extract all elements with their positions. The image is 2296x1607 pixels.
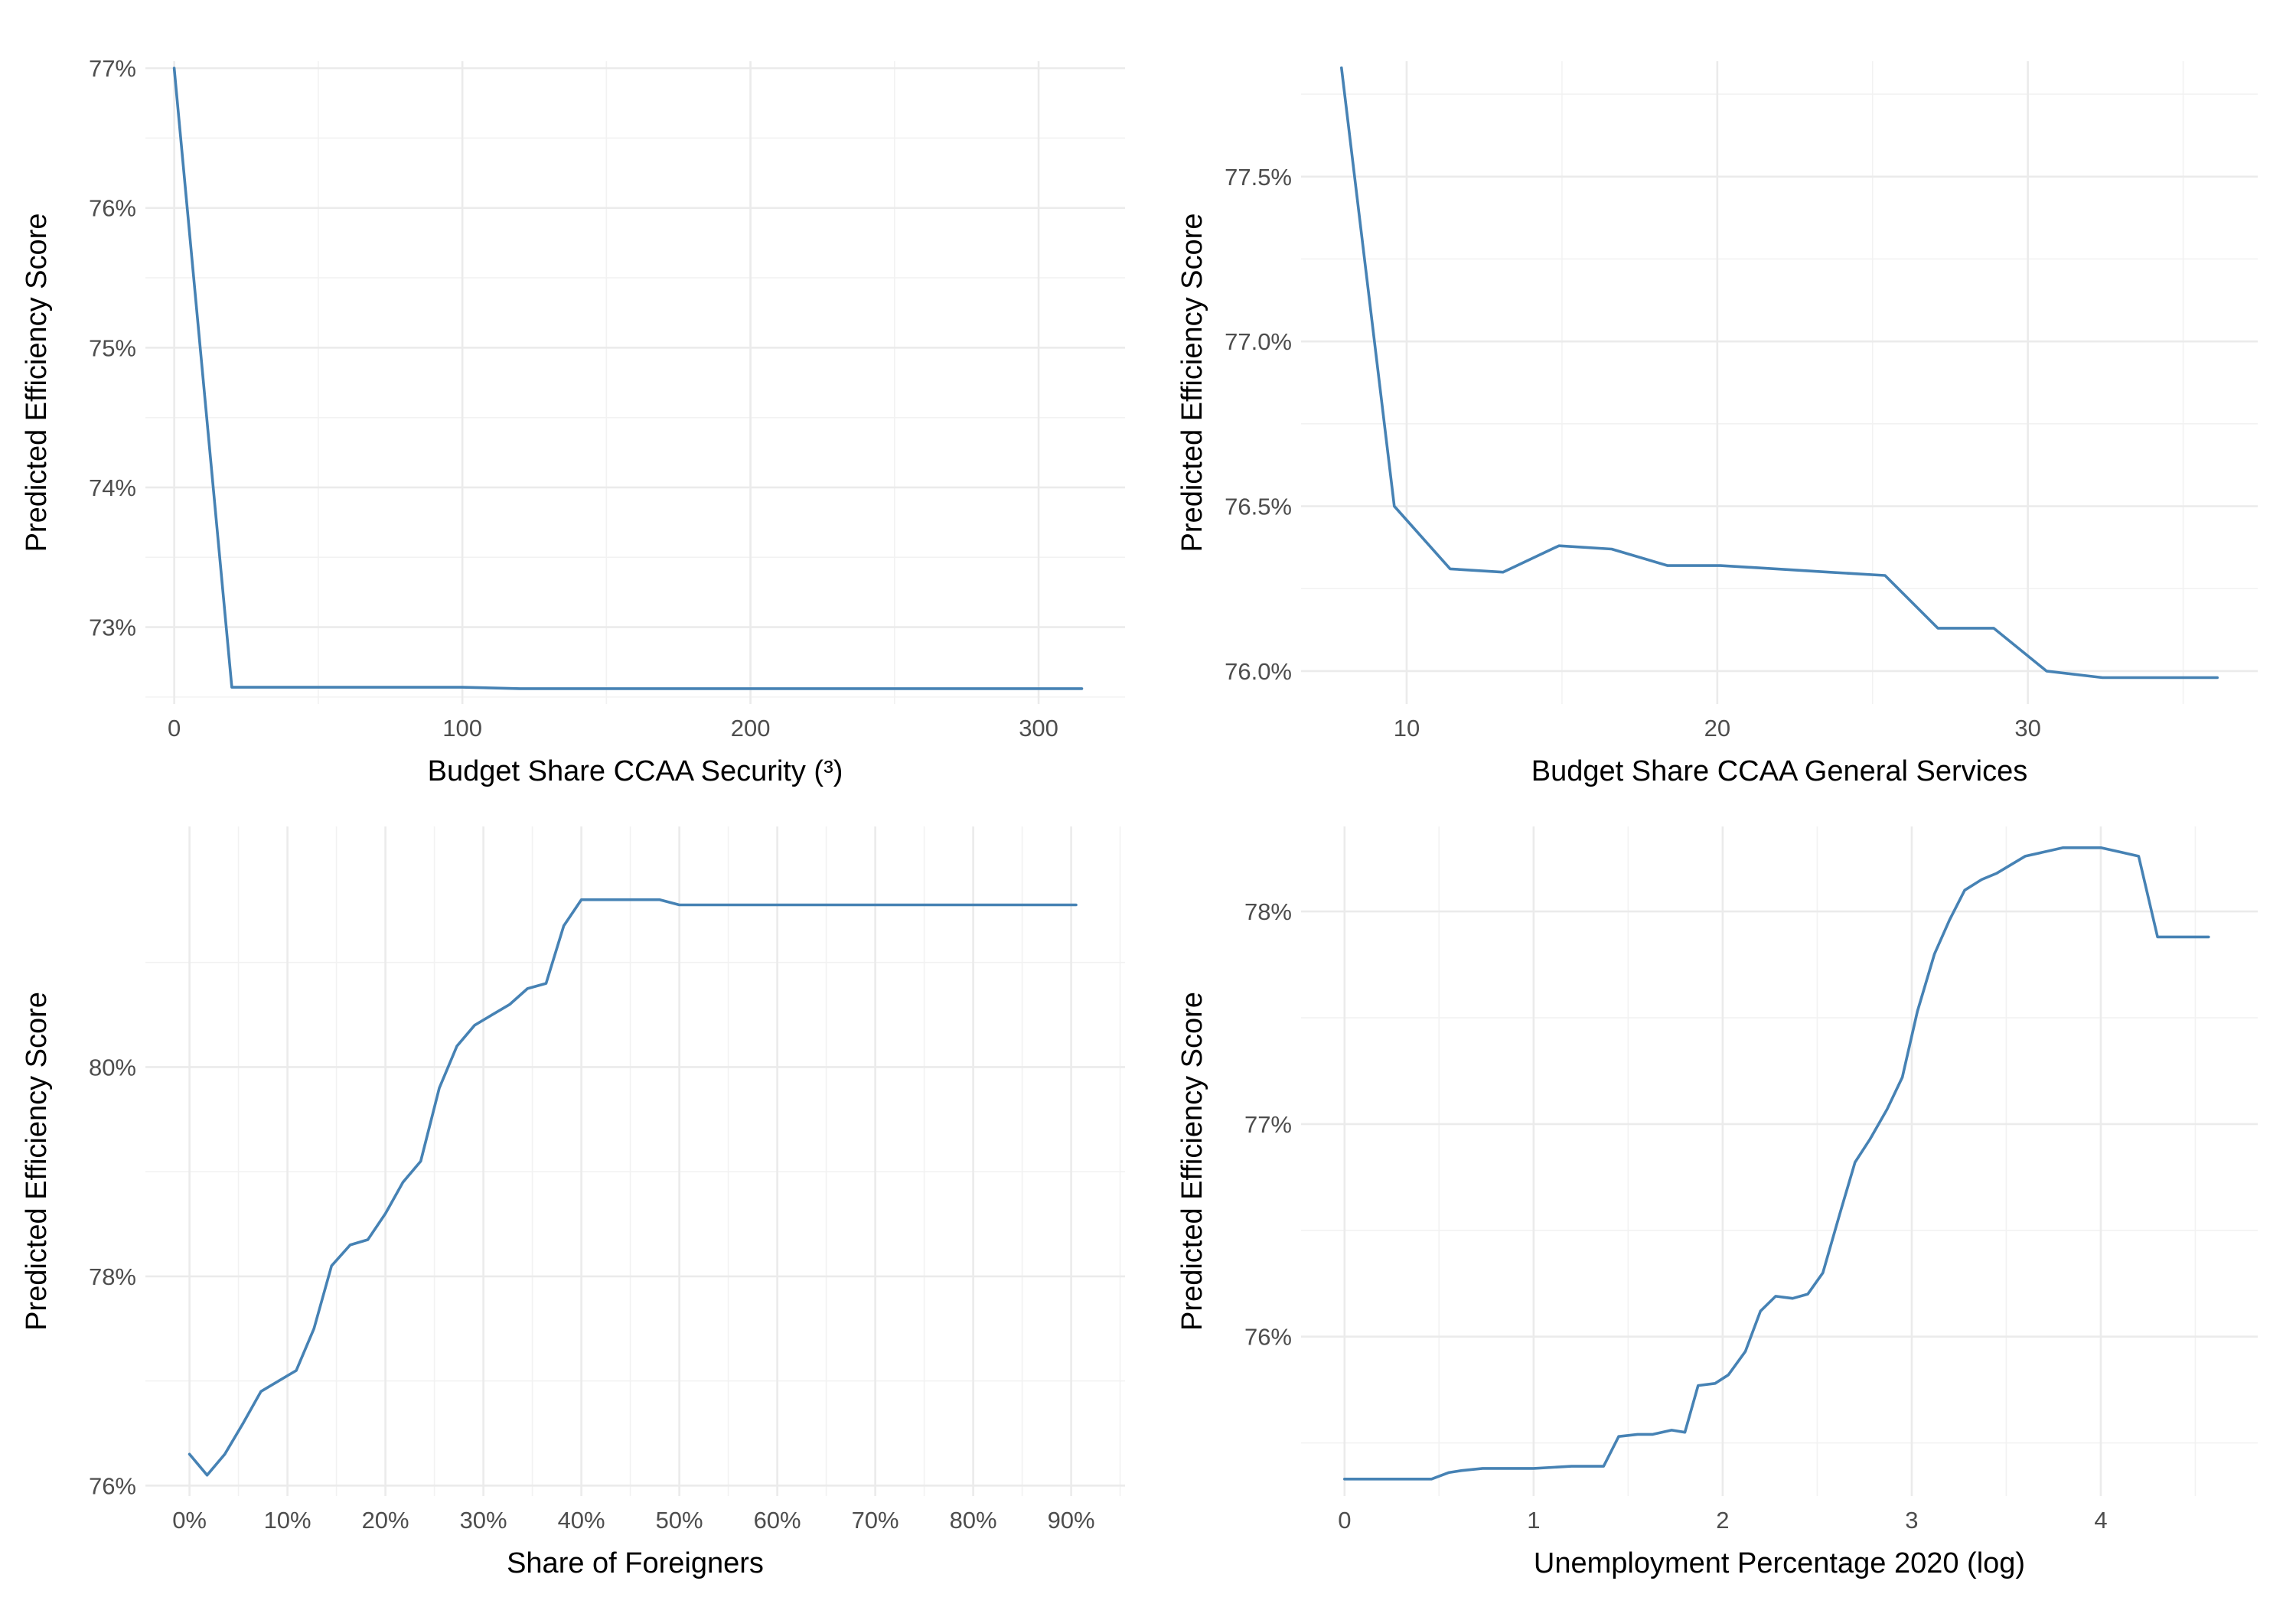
x-tick-label: 50%	[656, 1507, 703, 1534]
panel-unemployment-percentage: 0 1 2 3 4 76% 77% 78% Unemployment Percentage 20…	[1176, 826, 2258, 1579]
y-tick-label: 73%	[89, 614, 136, 641]
y-tick-label: 77%	[1244, 1111, 1292, 1138]
x-tick-label: 30	[2014, 715, 2040, 742]
panel-budget-share-security: 0 100 200 300 73% 74% 75% 76% 77% Budget Share CC…	[21, 55, 1125, 787]
x-tick-label: 0	[168, 715, 181, 742]
x-tick-label: 0	[1338, 1507, 1351, 1534]
x-tick-label: 90%	[1048, 1507, 1095, 1534]
x-tick-label: 10	[1394, 715, 1420, 742]
x-tick-label: 4	[2094, 1507, 2107, 1534]
y-tick-label: 77%	[89, 55, 136, 82]
y-axis-title: Predicted Efficiency Score	[21, 214, 53, 553]
panel-budget-share-general-services: 10 20 30 76.0% 76.5% 77.0% 77.5% Budget Share C…	[1176, 61, 2258, 787]
y-tick-label: 76%	[89, 195, 136, 222]
y-tick-label: 77.5%	[1225, 164, 1292, 191]
y-axis-title: Predicted Efficiency Score	[21, 992, 53, 1331]
x-tick-label: 60%	[754, 1507, 801, 1534]
y-tick-label: 76.5%	[1225, 494, 1292, 520]
panel-share-of-foreigners: 0% 10% 20% 30% 40% 50% 60% 70% 80% 90% 76% 78% 80% Sh…	[21, 826, 1125, 1579]
y-tick-label: 76.0%	[1225, 658, 1292, 685]
y-tick-label: 76%	[89, 1472, 136, 1499]
y-tick-label: 76%	[1244, 1324, 1292, 1351]
y-axis-title: Predicted Efficiency Score	[1176, 992, 1208, 1331]
x-tick-label: 10%	[264, 1507, 311, 1534]
x-tick-label: 70%	[852, 1507, 899, 1534]
x-tick-label: 100	[442, 715, 482, 742]
y-tick-label: 80%	[89, 1054, 136, 1081]
x-tick-label: 200	[731, 715, 771, 742]
y-tick-label: 78%	[89, 1263, 136, 1290]
x-tick-label: 2	[1716, 1507, 1729, 1534]
x-axis-title: Budget Share CCAA Security (³)	[428, 755, 843, 787]
x-axis-title: Budget Share CCAA General Services	[1531, 755, 2027, 787]
y-tick-label: 75%	[89, 334, 136, 361]
series-line	[188, 898, 1078, 1477]
x-tick-label: 1	[1527, 1507, 1540, 1534]
y-tick-label: 77.0%	[1225, 328, 1292, 355]
y-axis-title: Predicted Efficiency Score	[1176, 214, 1208, 553]
series-line	[1340, 66, 2219, 680]
y-tick-label: 78%	[1244, 898, 1292, 925]
series-line	[1343, 846, 2210, 1481]
x-tick-label: 30%	[460, 1507, 507, 1534]
x-axis-title: Unemployment Percentage 2020 (log)	[1534, 1547, 2025, 1579]
x-tick-label: 0%	[172, 1507, 207, 1534]
y-tick-label: 74%	[89, 474, 136, 501]
x-tick-label: 40%	[558, 1507, 605, 1534]
x-tick-label: 20%	[362, 1507, 409, 1534]
series-line	[172, 67, 1084, 690]
x-tick-label: 300	[1019, 715, 1058, 742]
x-axis-title: Share of Foreigners	[507, 1547, 764, 1579]
x-tick-label: 20	[1704, 715, 1730, 742]
x-tick-label: 3	[1905, 1507, 1918, 1534]
x-tick-label: 80%	[950, 1507, 997, 1534]
